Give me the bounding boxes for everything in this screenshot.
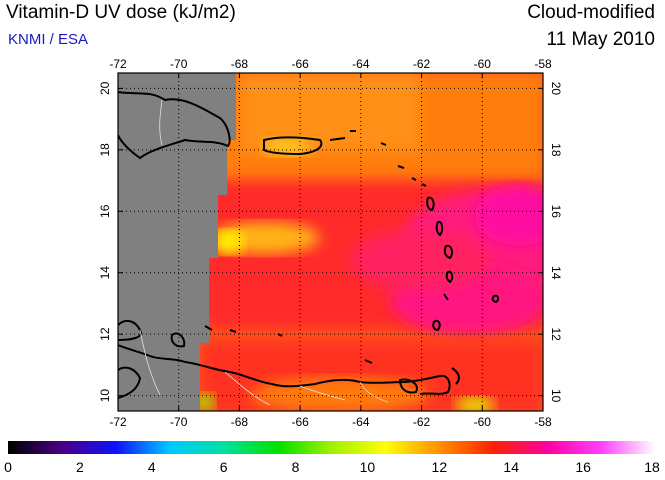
colorbar-label: 14 <box>503 459 520 475</box>
map-title: Vitamin-D UV dose (kJ/m2) <box>6 2 236 23</box>
lat-tick-label-right: 20 <box>549 82 563 96</box>
data-field <box>118 73 543 411</box>
lat-tick-label-right: 12 <box>549 328 563 342</box>
borders <box>139 99 389 406</box>
map-frame <box>117 72 544 412</box>
lat-tick-label-left: 10 <box>98 389 112 403</box>
lon-tick-label-bottom: -62 <box>413 415 431 429</box>
source-label: KNMI / ESA <box>8 31 89 48</box>
lon-tick-label-bottom: -70 <box>170 415 188 429</box>
lon-tick-label-top: -70 <box>170 57 188 71</box>
lat-tick-label-left: 20 <box>98 81 112 95</box>
lon-tick-label-bottom: -60 <box>474 415 492 429</box>
lat-tick-label-right: 14 <box>549 266 563 280</box>
colorbar-label: 12 <box>431 459 448 475</box>
lon-tick-label-top: -64 <box>352 57 370 71</box>
lat-tick-label-right: 18 <box>549 143 563 157</box>
colorbar-label: 18 <box>644 459 660 475</box>
colorbar-label: 16 <box>575 459 591 475</box>
lon-tick-label-top: -68 <box>231 57 249 71</box>
colorbar-label: 10 <box>359 459 376 475</box>
lon-tick-label-bottom: -58 <box>534 415 552 429</box>
lon-tick-label-bottom: -72 <box>109 415 127 429</box>
colorbar-label: 2 <box>75 459 84 475</box>
lon-tick-label-top: -58 <box>534 57 552 71</box>
lon-tick-label-top: -66 <box>291 57 309 71</box>
lat-tick-label-left: 12 <box>98 327 112 341</box>
colorbar <box>8 441 655 454</box>
lat-tick-label-left: 18 <box>98 143 112 157</box>
lat-tick-label-left: 14 <box>98 266 112 280</box>
lon-tick-label-bottom: -66 <box>291 415 309 429</box>
lon-tick-label-bottom: -68 <box>231 415 249 429</box>
lat-tick-label-right: 16 <box>549 205 563 219</box>
lat-tick-label-right: 10 <box>549 389 563 403</box>
colorbar-label: 4 <box>147 459 156 475</box>
lon-tick-label-bottom: -64 <box>352 415 370 429</box>
lon-tick-label-top: -62 <box>413 57 431 71</box>
axis-ticks: -72 -72 -70 -70 -68 -68 -66 -66 -64 -64 -62 -62 -60 -… <box>98 57 563 429</box>
date-label: 11 May 2010 <box>546 29 655 50</box>
colorbar-label: 0 <box>4 459 12 475</box>
lon-tick-label-top: -72 <box>109 57 127 71</box>
product-label: Cloud-modified <box>527 2 655 23</box>
colorbar-label: 6 <box>219 459 228 475</box>
colorbar-label: 8 <box>291 459 300 475</box>
lon-tick-label-top: -60 <box>474 57 492 71</box>
lat-tick-label-left: 16 <box>98 204 112 218</box>
